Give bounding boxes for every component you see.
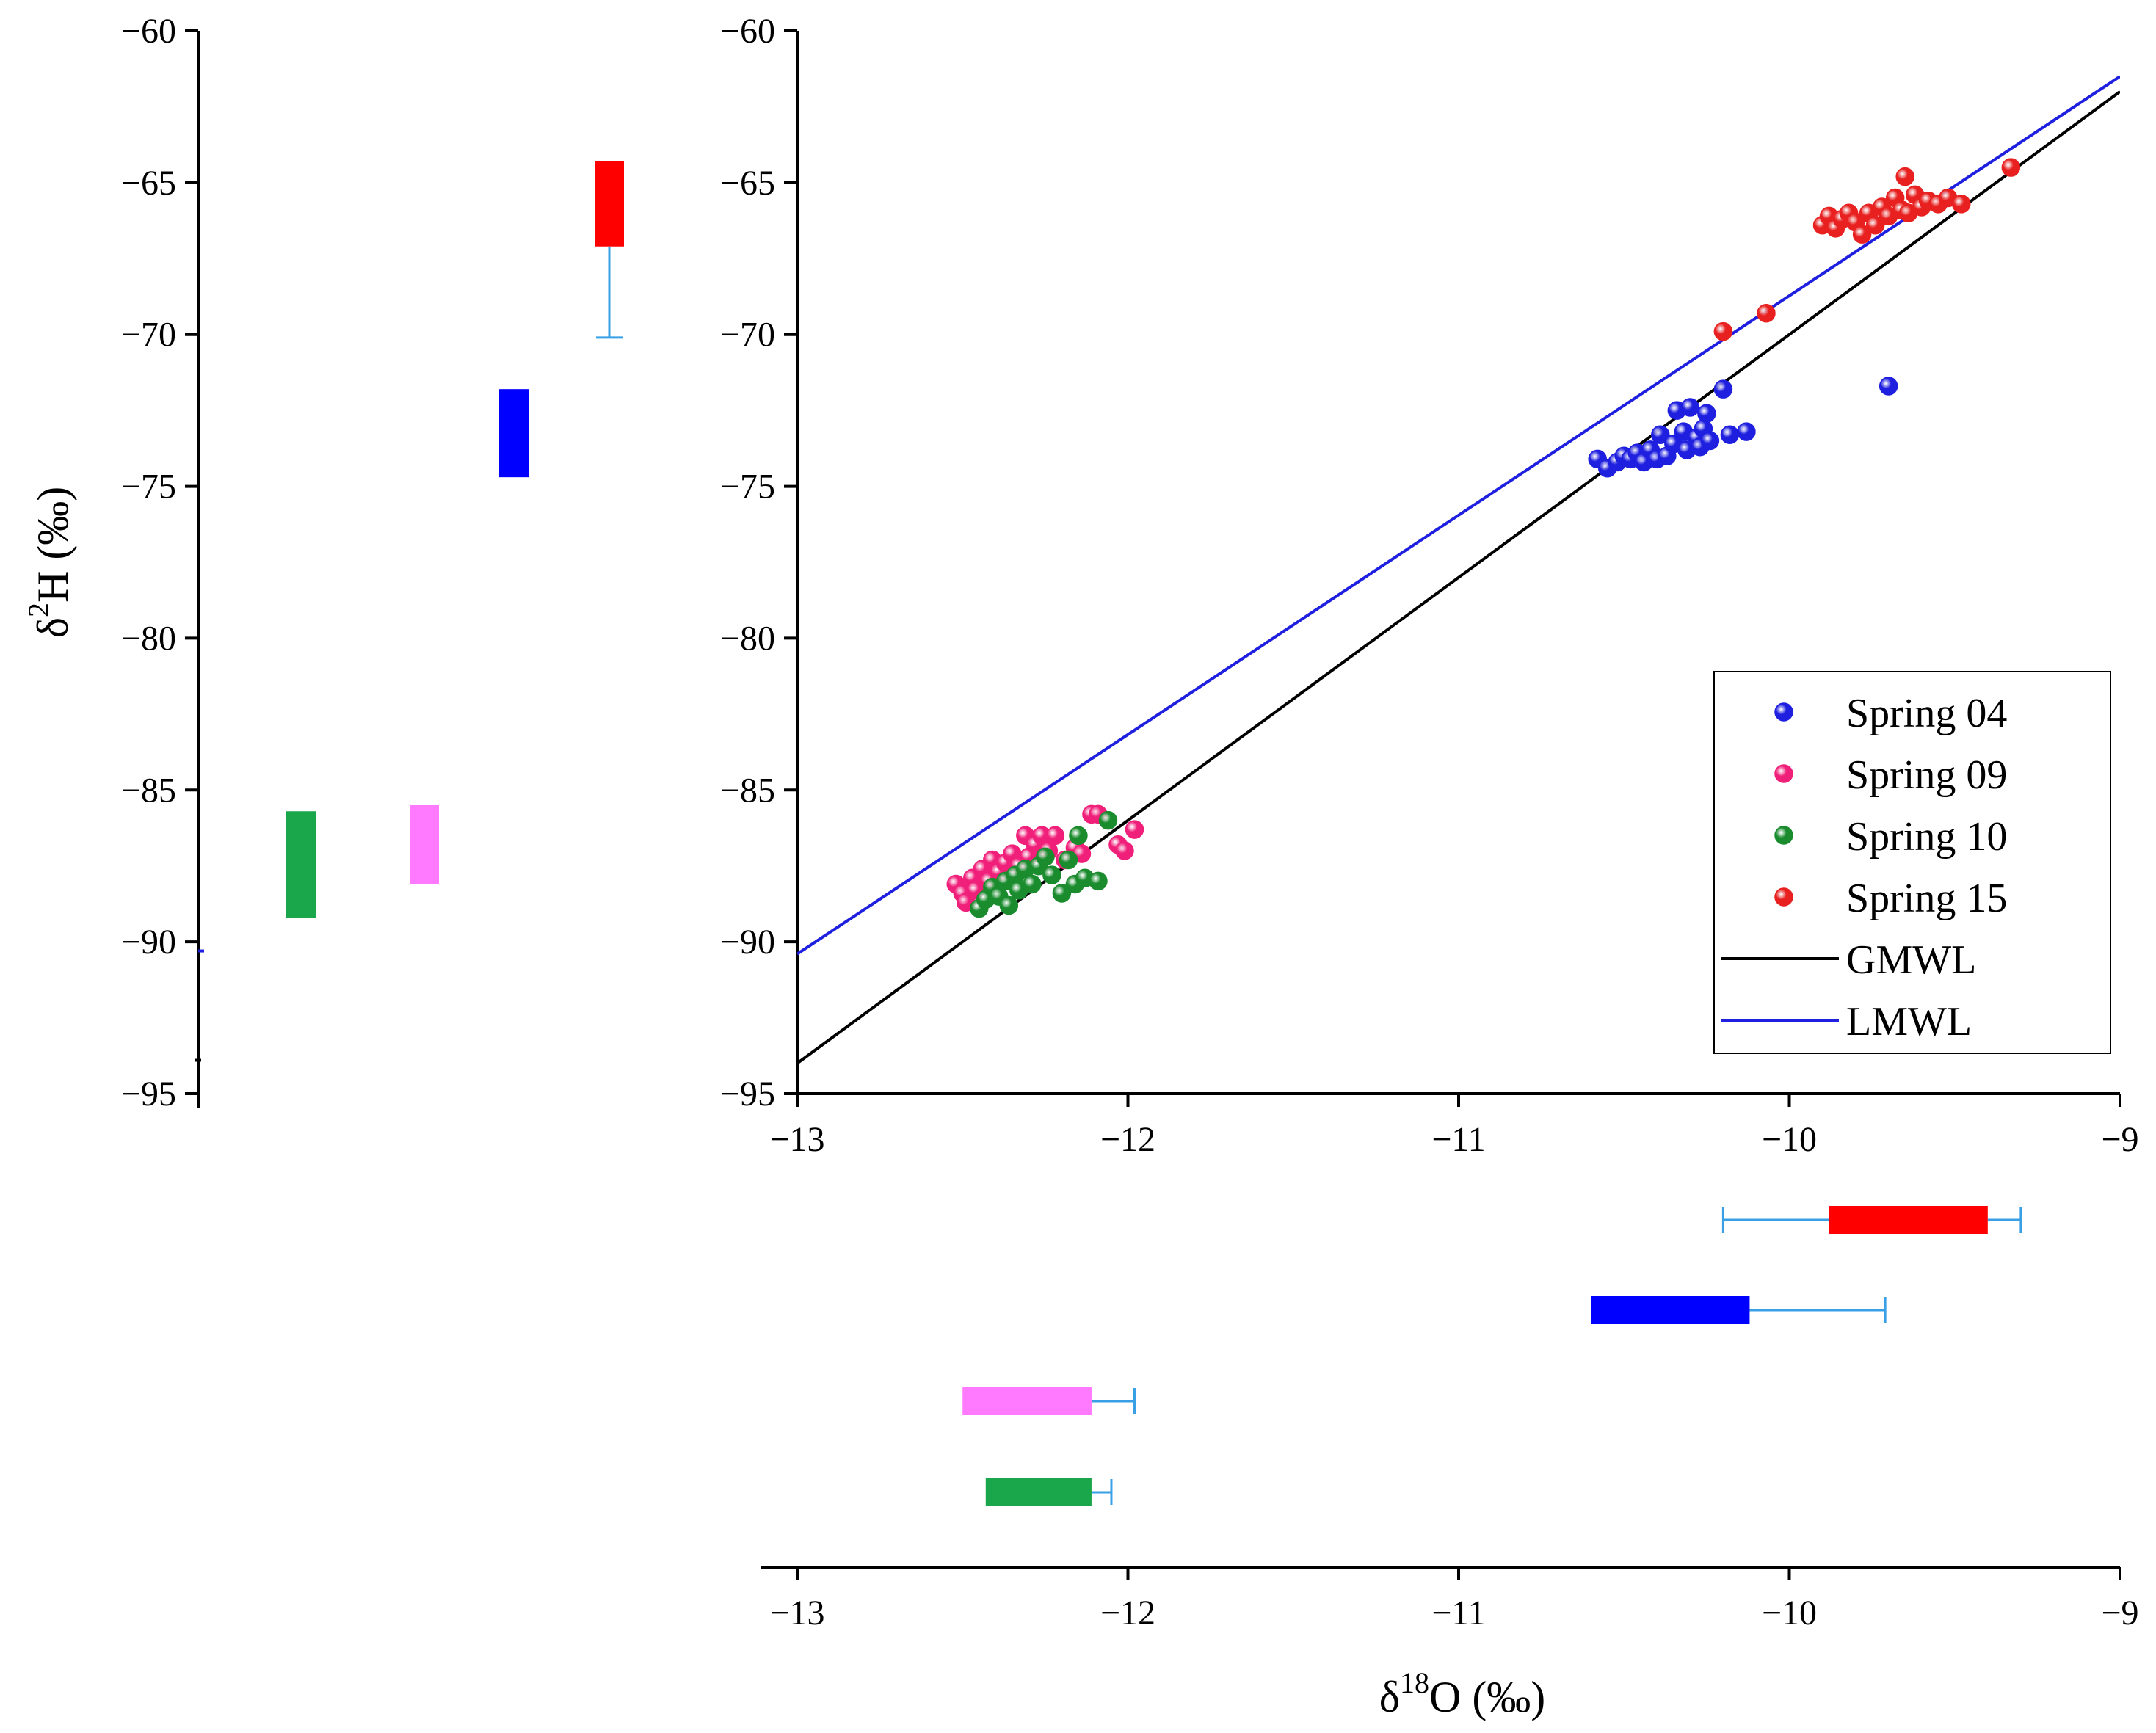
data-point (999, 895, 1019, 915)
legend-box (1713, 671, 2111, 1054)
legend-marker (1774, 764, 1793, 783)
side-y-tick-label: −80 (121, 619, 176, 658)
legend-label: GMWL (1846, 937, 1976, 983)
y-tick-label: −65 (720, 164, 775, 203)
legend-label: Spring 04 (1846, 691, 2007, 736)
bottom-x-tick-label: −9 (2101, 1594, 2138, 1632)
gmwl-line (797, 90, 2120, 1065)
y-axis-title: δ2H (‰) (22, 487, 77, 639)
y-tick-label: −60 (720, 12, 775, 51)
side-y-tick-label: −60 (121, 12, 176, 51)
x-axis-title: δ18O (‰) (1379, 1666, 1546, 1721)
data-point (1036, 847, 1055, 867)
x-tick-label: −11 (1431, 1120, 1485, 1159)
side-y-tick-label: −95 (121, 1075, 176, 1113)
y-tick-label: −95 (720, 1075, 775, 1113)
bottom-x-tick-label: −11 (1431, 1594, 1485, 1632)
data-point (1852, 225, 1872, 244)
data-point (1089, 871, 1108, 891)
y-tick-label: −70 (720, 316, 775, 355)
data-point (1125, 820, 1144, 839)
side-box-spring-10 (286, 811, 316, 918)
side-box-spring-15 (595, 161, 624, 247)
data-point (1879, 377, 1898, 396)
legend-marker (1774, 826, 1793, 845)
legend-label: LMWL (1846, 999, 1972, 1044)
data-point (1059, 850, 1078, 870)
side-y-tick-label: −65 (121, 164, 176, 203)
data-point (1700, 431, 1720, 451)
data-point (1737, 422, 1756, 441)
data-point (1069, 826, 1088, 846)
data-point (1757, 304, 1776, 323)
y-tick-label: −85 (720, 771, 775, 810)
legend-label: Spring 10 (1846, 814, 2007, 860)
side-y-tick-label: −85 (121, 771, 176, 810)
bottom-box-spring-10 (985, 1478, 1092, 1506)
side-box-spring-04 (499, 389, 529, 478)
x-tick-label: −9 (2101, 1120, 2138, 1159)
side-y-tick-label: −75 (121, 468, 176, 506)
bottom-x-tick-label: −13 (769, 1594, 824, 1632)
x-tick-label: −10 (1762, 1120, 1817, 1159)
legend-label: Spring 09 (1846, 752, 2007, 798)
bottom-box-spring-09 (962, 1387, 1092, 1415)
data-point (1115, 841, 1134, 860)
data-point (1023, 874, 1042, 894)
data-point (1680, 398, 1700, 417)
data-point (1720, 425, 1740, 444)
series-spring-15 (1713, 158, 2021, 341)
x-tick-label: −13 (769, 1120, 824, 1159)
series-spring-10 (970, 810, 1118, 918)
data-point (1052, 884, 1072, 903)
data-point (1952, 195, 1971, 214)
y-tick-label: −90 (720, 923, 775, 962)
series-spring-04 (1588, 377, 1898, 478)
side-box-spring-09 (410, 804, 439, 884)
side-y-tick-label: −70 (121, 316, 176, 355)
legend-marker (1774, 702, 1793, 722)
bottom-box-spring-15 (1829, 1206, 1988, 1234)
data-point (1697, 404, 1716, 424)
data-point (1098, 810, 1118, 830)
data-point (1713, 321, 1733, 341)
data-point (1895, 167, 1914, 186)
bottom-x-tick-label: −12 (1100, 1594, 1155, 1632)
data-point (2001, 158, 2021, 177)
lmwl-line (797, 75, 2120, 956)
bottom-box-spring-04 (1591, 1296, 1750, 1324)
data-point (1045, 826, 1065, 846)
y-tick-label: −80 (720, 619, 775, 658)
data-point (1042, 865, 1061, 884)
data-point (1651, 425, 1670, 444)
legend-label: Spring 15 (1846, 876, 2007, 921)
side-y-tick-label: −90 (121, 923, 176, 962)
legend-marker (1774, 887, 1793, 907)
x-tick-label: −12 (1100, 1120, 1155, 1159)
bottom-x-tick-label: −10 (1762, 1594, 1817, 1632)
data-point (1713, 379, 1733, 399)
data-point (1865, 216, 1885, 235)
y-tick-label: −75 (720, 468, 775, 506)
